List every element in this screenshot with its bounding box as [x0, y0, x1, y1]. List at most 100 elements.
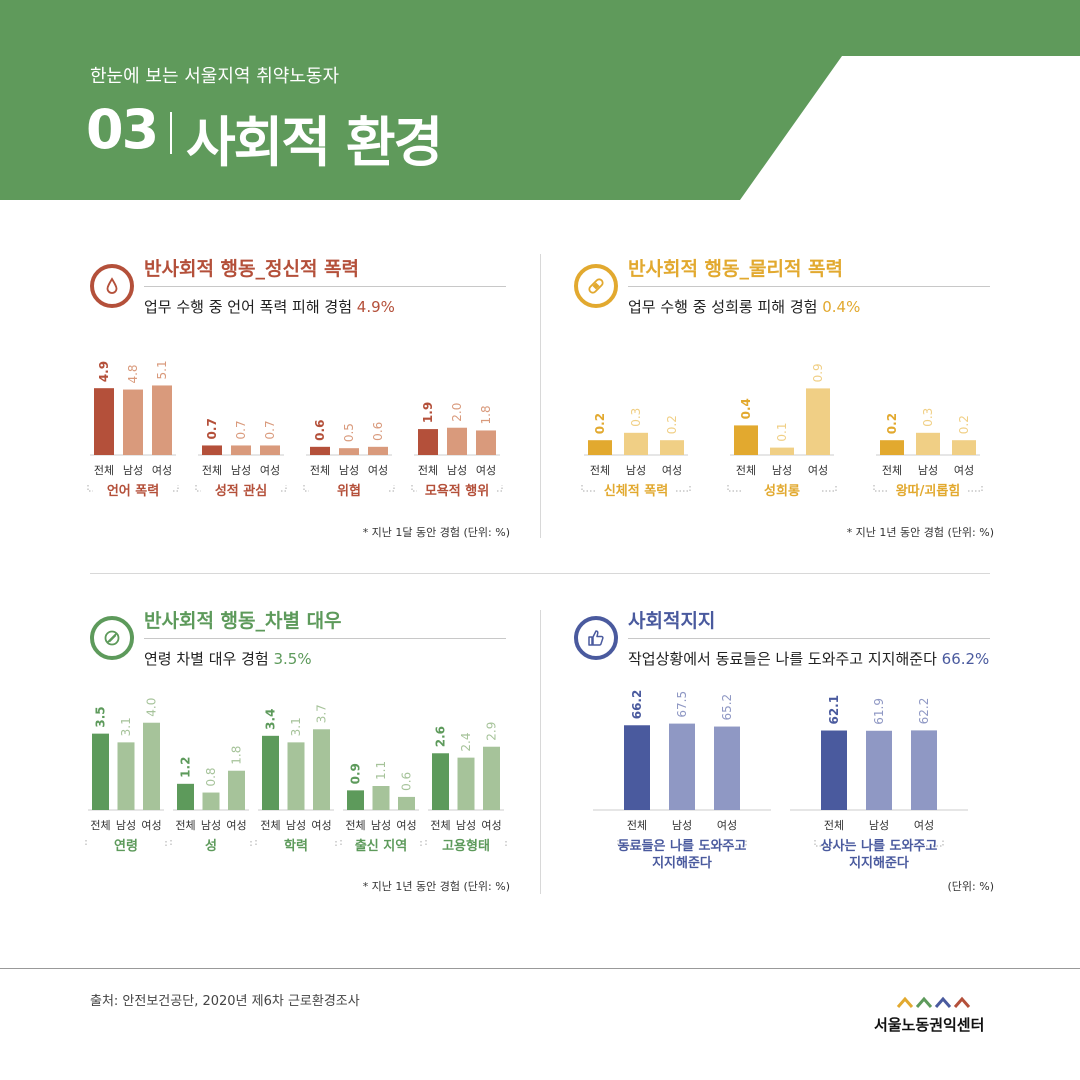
stat-value: 66.2% — [941, 650, 990, 668]
bar — [624, 725, 650, 810]
tick-label: 전체 — [260, 819, 280, 832]
bar — [911, 730, 937, 810]
group-bracket — [676, 485, 691, 492]
tick-label: 여성 — [226, 819, 246, 832]
tick-label: 여성 — [808, 464, 828, 477]
tick-label: 전체 — [202, 464, 222, 477]
group-label: 상사는 나를 도와주고 — [821, 838, 938, 854]
bar — [821, 730, 847, 810]
stat-text: 업무 수행 중 언어 폭력 피해 경험 — [144, 298, 353, 316]
tick-label: 전체 — [310, 464, 330, 477]
group-bracket — [968, 485, 983, 492]
bar — [483, 746, 500, 810]
group-bracket — [581, 485, 596, 492]
group-bracket — [722, 840, 747, 847]
bar — [231, 445, 251, 455]
bar — [916, 432, 940, 455]
tick-label: 남성 — [672, 819, 692, 832]
tick-label: 남성 — [626, 464, 646, 477]
group-bracket — [303, 485, 309, 492]
tick-label: 전체 — [175, 819, 195, 832]
group-label: 고용형태 — [442, 838, 490, 854]
group-label: 출신 지역 — [355, 838, 407, 854]
panel-social-support: 사회적지지 작업상황에서 동료들은 나를 도와주고 지지해준다 66.2% 66… — [574, 606, 994, 896]
bar — [228, 770, 245, 810]
bar — [447, 427, 467, 455]
bar — [734, 425, 758, 455]
bar — [398, 796, 415, 810]
bar — [624, 432, 648, 455]
bar — [806, 388, 830, 455]
panel-stat: 업무 수행 중 성희롱 피해 경험 0.4% — [628, 296, 860, 317]
value-label: 65.2 — [720, 694, 734, 721]
panel-title: 반사회적 행동_물리적 폭력 — [628, 258, 844, 280]
value-label: 3.1 — [289, 717, 303, 736]
tick-label: 남성 — [116, 819, 136, 832]
bar — [94, 388, 114, 455]
stat-text: 업무 수행 중 성희롱 피해 경험 — [628, 298, 818, 316]
value-label: 0.2 — [957, 415, 971, 434]
tick-label: 남성 — [339, 464, 359, 477]
group-label: 성 — [205, 839, 217, 854]
panel-title: 반사회적 행동_차별 대우 — [144, 610, 342, 632]
group-label: 학력 — [284, 838, 308, 854]
group-label: 지지해준다 — [849, 855, 909, 871]
tick-label: 여성 — [396, 819, 416, 832]
stat-value: 0.4% — [822, 298, 861, 316]
bar — [418, 429, 438, 455]
bandage-icon — [574, 264, 618, 308]
bar — [287, 742, 305, 810]
tick-label: 전체 — [90, 819, 110, 832]
group-label: 성희롱 — [764, 484, 800, 499]
logo-text: 서울노동권익센터 — [874, 1016, 985, 1034]
tick-label: 남성 — [918, 464, 938, 477]
bar — [339, 448, 359, 455]
group-label: 언어 폭력 — [107, 483, 159, 499]
value-label: 2.4 — [459, 733, 473, 752]
bar — [866, 730, 892, 810]
tick-label: 전체 — [736, 464, 756, 477]
stat-text: 연령 차별 대우 경험 — [144, 650, 269, 668]
tick-label: 남성 — [123, 464, 143, 477]
bar — [202, 445, 222, 455]
panel-mental-violence: 반사회적 행동_정신적 폭력 업무 수행 중 언어 폭력 피해 경험 4.9% … — [87, 254, 510, 544]
value-label: 0.7 — [205, 418, 219, 439]
tick-label: 남성 — [231, 464, 251, 477]
footer-rule — [0, 968, 1080, 969]
value-label: 4.0 — [145, 698, 159, 717]
group-label: 왕따/괴롭힘 — [896, 483, 961, 499]
panel-stat: 작업상황에서 동료들은 나를 도와주고 지지해준다 66.2% — [628, 648, 989, 669]
bar — [372, 786, 390, 810]
panel-stat: 업무 수행 중 언어 폭력 피해 경험 4.9% — [144, 296, 395, 317]
value-label: 0.6 — [400, 772, 414, 791]
panel-title: 사회적지지 — [628, 610, 716, 632]
value-label: 0.9 — [349, 763, 363, 784]
value-label: 0.9 — [811, 363, 825, 382]
value-label: 5.1 — [155, 360, 169, 379]
bar — [152, 385, 172, 455]
bar — [669, 723, 695, 810]
group-label: 위협 — [337, 483, 361, 499]
value-label: 3.5 — [94, 706, 108, 727]
stat-text: 작업상황에서 동료들은 나를 도와주고 지지해준다 — [628, 650, 937, 668]
value-label: 0.2 — [665, 415, 679, 434]
bar — [177, 783, 194, 810]
value-label: 2.9 — [485, 722, 499, 741]
group-bracket — [87, 485, 93, 492]
chart-note: * 지난 1달 동안 경험 (단위: %) — [362, 526, 510, 539]
bar — [432, 753, 449, 810]
tick-label: 전체 — [345, 819, 365, 832]
tick-label: 여성 — [260, 464, 280, 477]
tick-label: 여성 — [476, 464, 496, 477]
header-divider — [170, 112, 172, 154]
tick-label: 여성 — [141, 819, 161, 832]
value-label: 0.2 — [593, 413, 607, 434]
group-label: 동료들은 나를 도와주고 — [618, 838, 747, 854]
value-label: 0.3 — [629, 408, 643, 427]
tick-label: 여성 — [954, 464, 974, 477]
value-label: 0.1 — [775, 423, 789, 442]
value-label: 0.6 — [313, 420, 327, 441]
header-subtitle: 한눈에 보는 서울지역 취약노동자 — [90, 66, 340, 87]
